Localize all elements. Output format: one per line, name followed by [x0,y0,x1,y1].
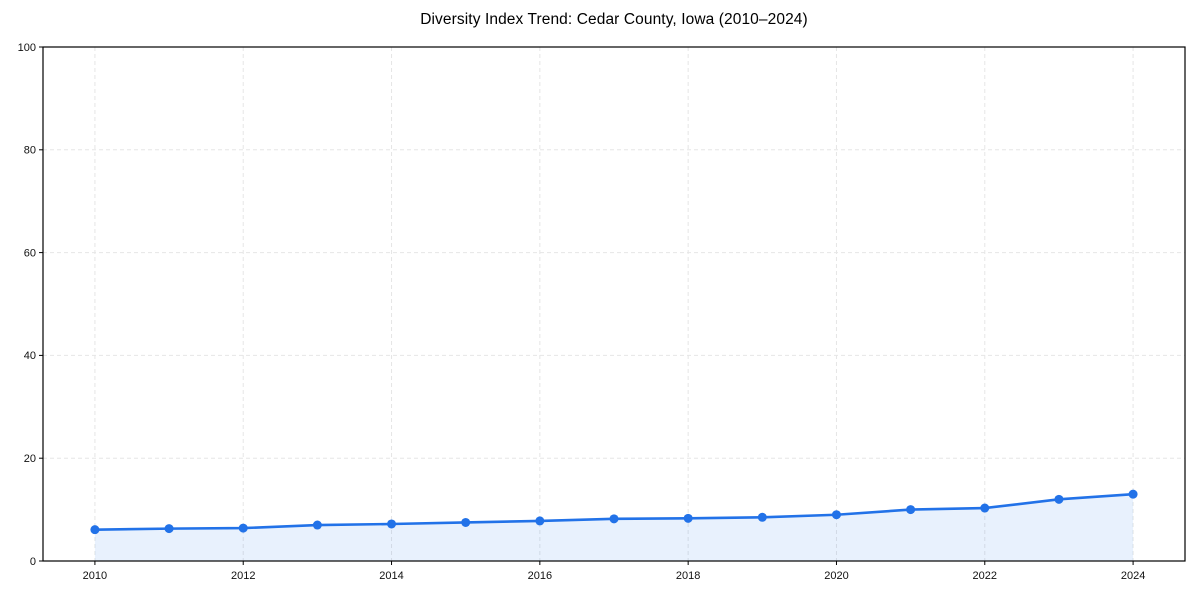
data-point [831,510,841,520]
area-fill [94,494,1134,561]
chart-title: Diversity Index Trend: Cedar County, Iow… [420,11,808,28]
y-tick-label: 80 [24,145,36,157]
data-point [312,520,322,530]
data-point [757,512,767,522]
x-tick-label: 2014 [379,570,403,582]
data-point [1054,494,1064,504]
x-tick-label: 2022 [973,570,997,582]
data-point [238,523,248,533]
y-tick-label: 100 [18,42,36,54]
data-point [90,525,100,535]
x-tick-label: 2016 [528,570,552,582]
data-point [164,524,174,534]
y-tick-label: 60 [24,247,36,259]
data-point [980,503,990,513]
x-tick-label: 2024 [1121,570,1145,582]
y-tick-label: 20 [24,453,36,465]
data-point [683,513,693,523]
x-tick-label: 2010 [83,570,107,582]
x-tick-label: 2018 [676,570,700,582]
data-point [906,505,916,515]
data-point [535,516,545,526]
data-point [609,514,619,524]
y-tick-label: 40 [24,350,36,362]
data-point [387,519,397,529]
y-tick-label: 0 [30,556,36,568]
x-tick-label: 2020 [824,570,848,582]
plot-border [42,46,1186,562]
data-point [461,517,471,527]
x-tick-label: 2012 [231,570,255,582]
data-point [1128,489,1138,499]
